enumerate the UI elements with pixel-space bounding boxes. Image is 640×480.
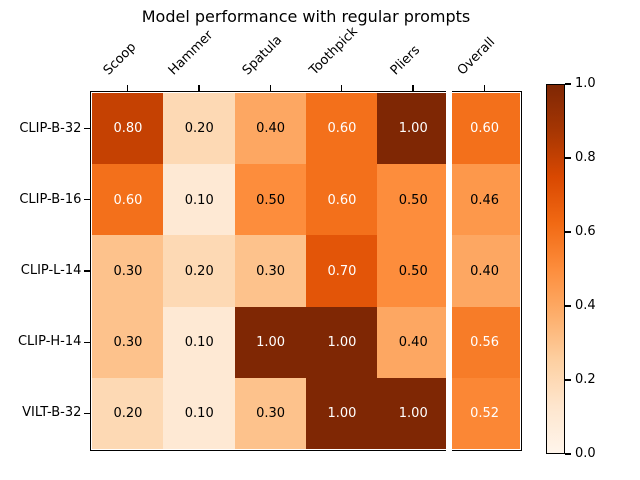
y-axis-tick bbox=[84, 199, 91, 201]
heatmap-cell: 0.80 bbox=[92, 93, 164, 165]
colorbar-tick bbox=[565, 305, 571, 307]
heatmap-cell: 0.20 bbox=[92, 377, 164, 450]
heatmap-cell: 0.10 bbox=[163, 306, 236, 379]
colorbar-tick bbox=[565, 157, 571, 159]
heatmap-cell: 1.00 bbox=[234, 306, 307, 379]
heatmap-cell: 0.60 bbox=[306, 93, 378, 165]
y-axis-tick bbox=[84, 412, 91, 414]
column-separator bbox=[445, 91, 452, 451]
x-axis-tick bbox=[198, 85, 200, 92]
heatmap-cell: 0.20 bbox=[163, 93, 236, 165]
heatmap-cell: 0.30 bbox=[92, 306, 164, 379]
colorbar bbox=[546, 84, 565, 454]
column-label: Pliers bbox=[387, 42, 423, 79]
column-label: Hammer bbox=[166, 27, 217, 79]
colorbar-tick-label: 0.4 bbox=[575, 298, 596, 313]
x-axis-tick bbox=[269, 85, 271, 92]
x-axis-tick bbox=[127, 85, 129, 92]
x-axis-tick bbox=[412, 85, 414, 92]
heatmap-cell: 1.00 bbox=[306, 306, 378, 379]
heatmap-cell: 0.40 bbox=[377, 306, 450, 379]
colorbar-tick-label: 0.0 bbox=[575, 446, 596, 461]
colorbar-tick bbox=[565, 379, 571, 381]
heatmap-cell: 0.40 bbox=[448, 235, 521, 308]
heatmap-cell: 0.10 bbox=[163, 164, 236, 236]
x-axis-tick bbox=[483, 85, 485, 92]
column-label: Overall bbox=[454, 34, 499, 79]
colorbar-gradient bbox=[547, 85, 564, 453]
colorbar-tick-label: 0.6 bbox=[575, 224, 596, 239]
y-axis-tick bbox=[84, 128, 91, 130]
y-axis-tick bbox=[84, 270, 91, 272]
heatmap-cell: 1.00 bbox=[306, 377, 378, 450]
colorbar-tick bbox=[565, 231, 571, 233]
heatmap-cell: 0.60 bbox=[306, 164, 378, 236]
row-label: CLIP-H-14 bbox=[17, 334, 82, 350]
heatmap-cell: 0.30 bbox=[92, 235, 164, 308]
column-label: Toothpick bbox=[306, 24, 361, 79]
heatmap-cell: 0.30 bbox=[234, 235, 307, 308]
heatmap-cell: 0.70 bbox=[306, 235, 378, 308]
row-label: CLIP-B-32 bbox=[19, 120, 82, 136]
heatmap-cell: 1.00 bbox=[377, 93, 450, 165]
heatmap-cell: 0.10 bbox=[163, 377, 236, 450]
heatmap-cell: 1.00 bbox=[377, 377, 450, 450]
heatmap-cell: 0.50 bbox=[234, 164, 307, 236]
colorbar-tick-label: 0.2 bbox=[575, 372, 596, 387]
heatmap-cell: 0.46 bbox=[448, 164, 521, 236]
heatmap-cell: 0.30 bbox=[234, 377, 307, 450]
row-label: VILT-B-32 bbox=[22, 405, 82, 421]
colorbar-tick-label: 1.0 bbox=[575, 76, 596, 91]
y-axis-tick bbox=[84, 341, 91, 343]
chart-title: Model performance with regular prompts bbox=[141, 7, 471, 26]
heatmap: 0.80 0.20 0.40 0.60 1.00 0.60 0.60 0.10 0.50 0.60… bbox=[92, 93, 521, 450]
colorbar-tick bbox=[565, 453, 571, 455]
colorbar-tick bbox=[565, 83, 571, 85]
heatmap-cell: 0.56 bbox=[448, 306, 521, 379]
row-label: CLIP-L-14 bbox=[20, 263, 82, 278]
heatmap-cell: 0.40 bbox=[234, 93, 307, 165]
x-axis-tick bbox=[341, 85, 343, 92]
heatmap-cell: 0.60 bbox=[92, 164, 164, 236]
heatmap-cell: 0.60 bbox=[448, 93, 521, 165]
column-label: Scoop bbox=[100, 39, 139, 79]
heatmap-cell: 0.52 bbox=[448, 377, 521, 450]
heatmap-cell: 0.50 bbox=[377, 235, 450, 308]
heatmap-cell: 0.50 bbox=[377, 164, 450, 236]
colorbar-tick-label: 0.8 bbox=[575, 150, 596, 165]
column-label: Spatula bbox=[239, 32, 286, 79]
row-label: CLIP-B-16 bbox=[19, 191, 82, 207]
heatmap-cell: 0.20 bbox=[163, 235, 236, 308]
